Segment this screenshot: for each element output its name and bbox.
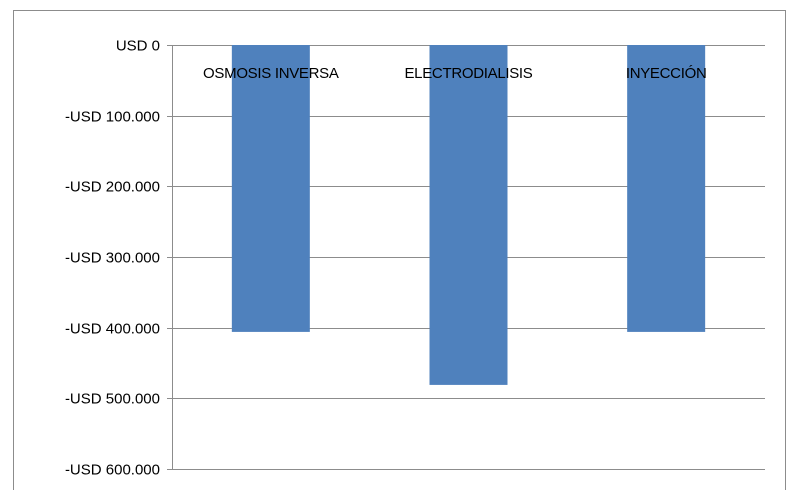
category-label: INYECCIÓN (626, 65, 707, 82)
y-tick-label: -USD 100.000 (65, 109, 160, 126)
bar (231, 45, 310, 332)
y-tick-label: -USD 600.000 (65, 462, 160, 479)
bar-chart: USD 0 -USD 100.000 -USD 200.000 -USD 300.00… (65, 38, 765, 479)
y-tick-label: USD 0 (116, 38, 160, 55)
y-tick-label: -USD 400.000 (65, 321, 160, 338)
category-labels: OSMOSIS INVERSA ELECTRODIALISIS INYECCIÓN (203, 65, 707, 82)
bar (627, 45, 706, 332)
category-label: OSMOSIS INVERSA (203, 65, 339, 82)
bar (429, 45, 508, 385)
y-tick-labels: USD 0 -USD 100.000 -USD 200.000 -USD 300.00… (65, 38, 160, 479)
bars (231, 45, 706, 385)
axes (167, 45, 173, 470)
y-tick-label: -USD 200.000 (65, 179, 160, 196)
category-label: ELECTRODIALISIS (404, 65, 532, 82)
y-tick-label: -USD 300.000 (65, 250, 160, 267)
y-tick-label: -USD 500.000 (65, 391, 160, 408)
